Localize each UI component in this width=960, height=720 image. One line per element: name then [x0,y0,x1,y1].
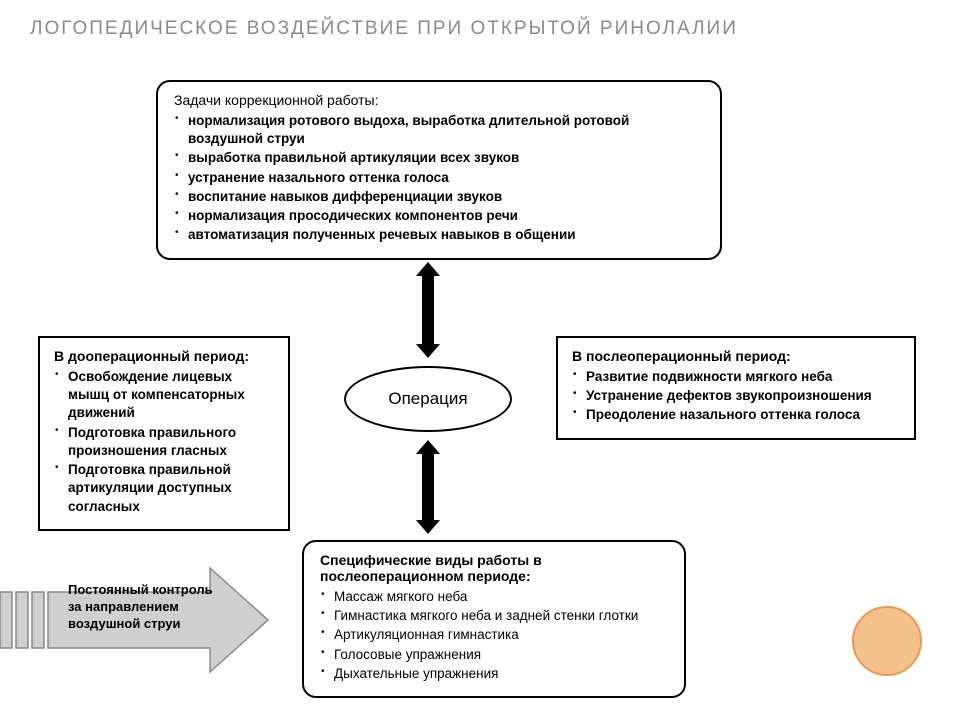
decorative-circle-icon [852,606,922,676]
preop-header: В дооперационный период: [54,348,274,364]
list-item: Устранение дефектов звукопроизношения [586,387,900,405]
specific-work-box: Специфические виды работы в послеопераци… [302,540,686,698]
list-item: Развитие подвижности мягкого неба [586,368,900,386]
list-item: Подготовка правильной артикуляции доступ… [68,461,274,516]
list-item: Освобождение лицевых мышц от компенсатор… [68,368,274,423]
list-item: Гимнастика мягкого неба и задней стенки … [334,607,668,625]
list-item: Массаж мягкого неба [334,588,668,606]
list-item: устранение назального оттенка голоса [188,169,704,187]
list-item: Артикуляционная гимнастика [334,626,668,644]
specific-work-list: Массаж мягкого неба Гимнастика мягкого н… [320,588,668,683]
tasks-box: Задачи коррекционной работы: нормализаци… [156,80,722,260]
list-item: автоматизация полученных речевых навыков… [188,226,704,244]
list-item: нормализация ротового выдоха, выработка … [188,112,704,148]
list-item: Преодоление назального оттенка голоса [586,406,900,424]
list-item: нормализация просодических компонентов р… [188,207,704,225]
preop-list: Освобождение лицевых мышц от компенсатор… [54,368,274,516]
postop-header: В послеоперационный период: [572,348,900,364]
list-item: Дыхательные упражнения [334,665,668,683]
list-item: воспитание навыков дифференциации звуков [188,188,704,206]
postop-list: Развитие подвижности мягкого неба Устран… [572,368,900,425]
tasks-header: Задачи коррекционной работы: [174,92,704,108]
arrow-bottom-icon [413,440,443,534]
operation-label: Операция [388,389,467,409]
tasks-list: нормализация ротового выдоха, выработка … [174,112,704,245]
arrow-top-icon [413,262,443,358]
list-item: Голосовые упражнения [334,646,668,664]
postop-box: В послеоперационный период: Развитие под… [556,336,916,440]
big-arrow-label: Постоянный контроль за направлением возд… [68,582,228,633]
list-item: выработка правильной артикуляции всех зв… [188,149,704,167]
preop-box: В дооперационный период: Освобождение ли… [38,336,290,531]
list-item: Подготовка правильного произношения глас… [68,424,274,460]
operation-ellipse: Операция [344,366,512,432]
specific-work-header: Специфические виды работы в послеопераци… [320,552,668,584]
page-title: ЛОГОПЕДИЧЕСКОЕ ВОЗДЕЙСТВИЕ ПРИ ОТКРЫТОЙ … [30,18,930,40]
